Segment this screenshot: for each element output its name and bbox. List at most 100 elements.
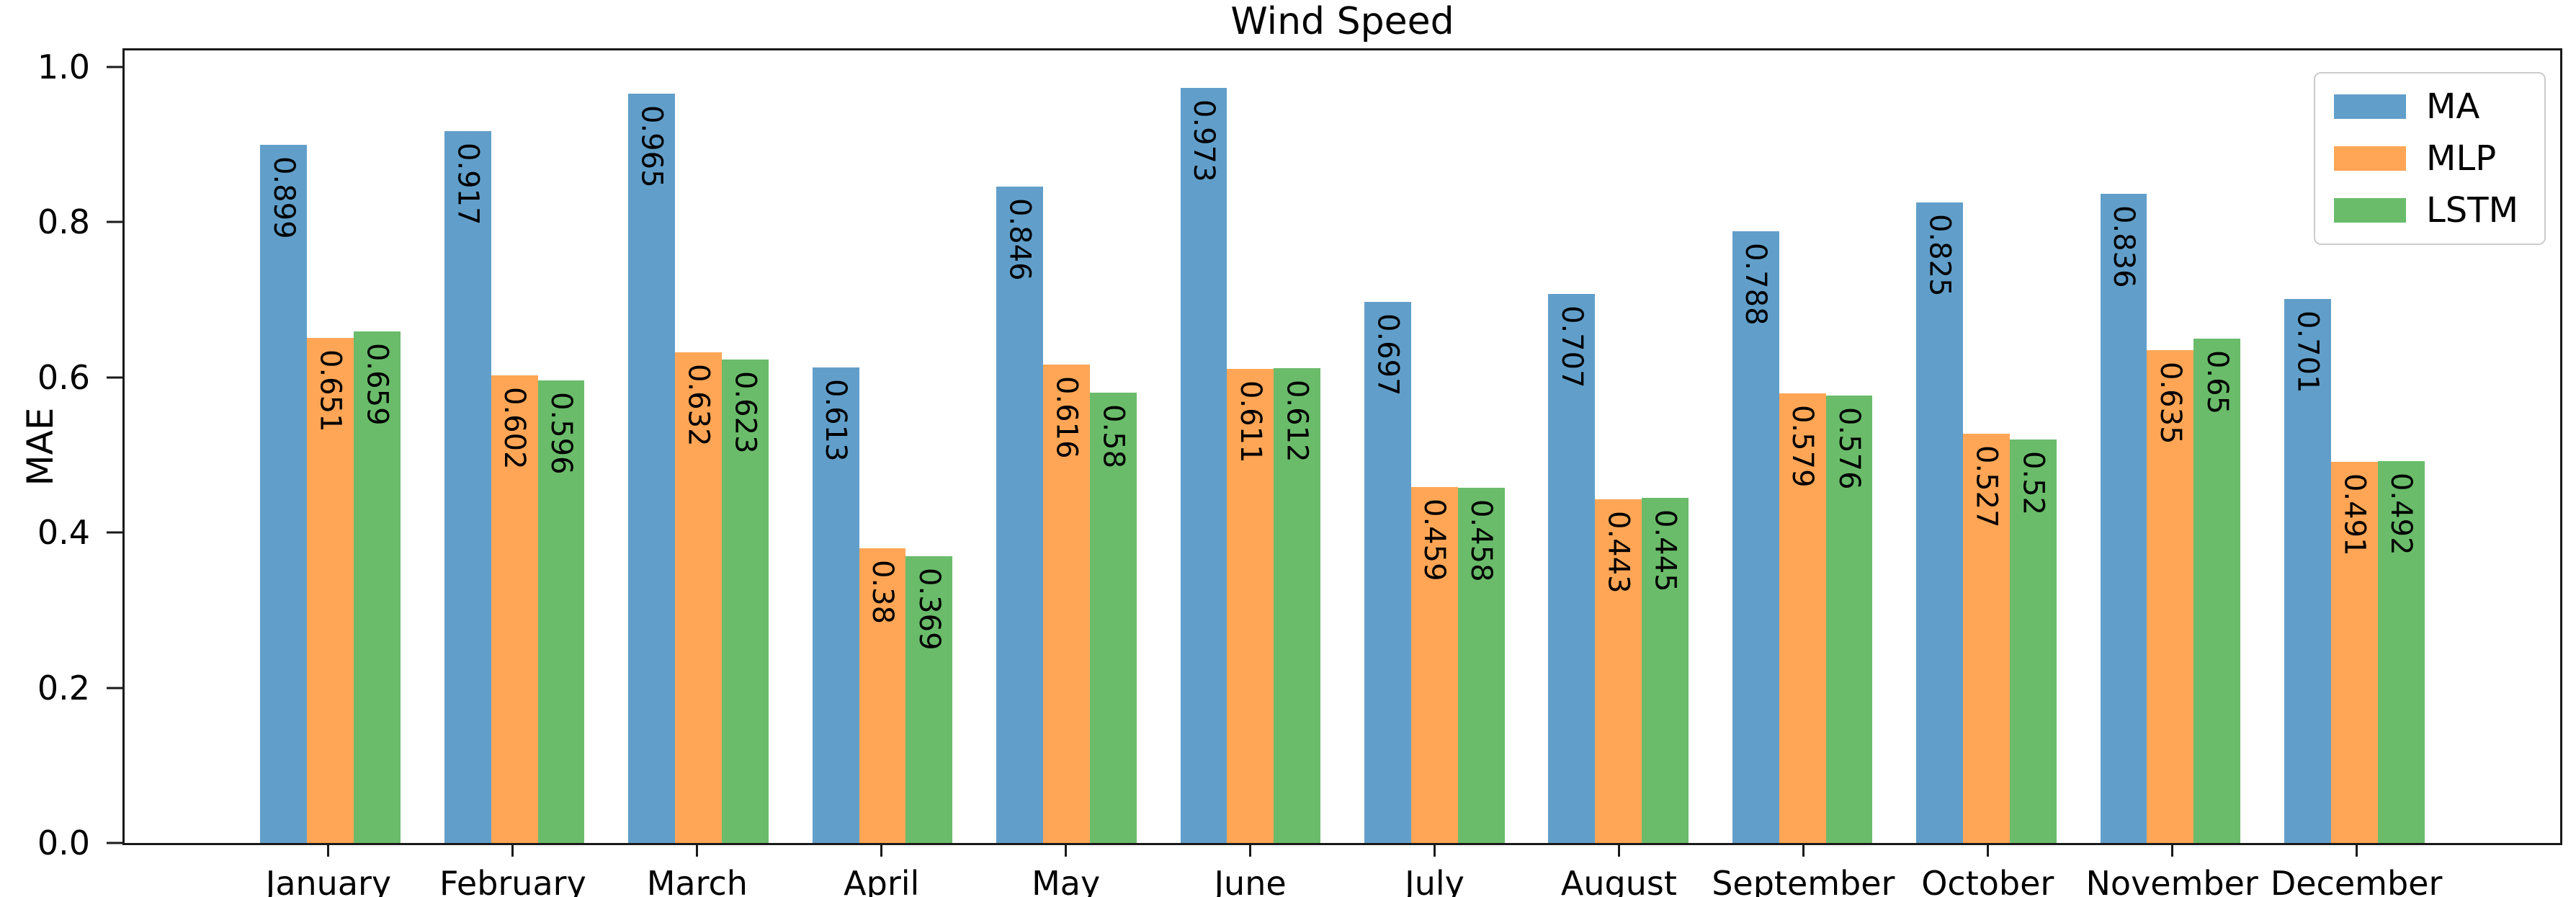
- x-tick-label: September: [1712, 864, 1895, 897]
- bar-mlp-august: 0.443: [1595, 499, 1642, 843]
- bar-value-label: 0.458: [1464, 499, 1498, 582]
- x-tick-mark: [1433, 845, 1436, 857]
- bar-ma-september: 0.788: [1732, 231, 1779, 843]
- bar-value-label: 0.697: [1371, 313, 1405, 396]
- x-tick-mark: [1249, 845, 1252, 857]
- x-tick-mark: [2170, 845, 2173, 857]
- bars-row: 0.899 0.651 0.659 0.917 0.602 0.596 0.965 0.632…: [125, 50, 2560, 843]
- bar-group-december: 0.701 0.491 0.492: [2263, 50, 2446, 843]
- bar-lstm-april: 0.369: [905, 556, 953, 843]
- x-tick-cell-october: October: [1895, 845, 2080, 897]
- bar-mlp-june: 0.611: [1227, 368, 1274, 843]
- x-tick-mark: [1986, 845, 1989, 857]
- bar-ma-november: 0.836: [2100, 194, 2147, 843]
- y-tick-label: 1.0: [37, 47, 90, 86]
- x-tick-cell-september: September: [1711, 845, 1895, 897]
- bar-value-label: 0.611: [1233, 380, 1267, 463]
- y-tick-mark: [107, 66, 122, 68]
- y-tick-mark: [107, 842, 122, 844]
- bar-lstm-march: 0.623: [721, 359, 769, 843]
- x-tick-mark: [2355, 845, 2358, 857]
- x-tick-cell-april: April: [790, 845, 974, 897]
- bar-value-label: 0.58: [1096, 404, 1130, 469]
- bar-value-label: 0.443: [1601, 510, 1635, 594]
- bar-lstm-may: 0.58: [1089, 393, 1137, 843]
- bar-group-may: 0.846 0.616 0.58: [975, 50, 1158, 843]
- bar-value-label: 0.917: [451, 143, 485, 226]
- x-tick-mark: [327, 845, 330, 857]
- bar-ma-april: 0.613: [812, 367, 859, 843]
- bar-value-label: 0.602: [498, 387, 532, 470]
- bar-value-label: 0.527: [1969, 445, 2003, 528]
- bar-ma-june: 0.973: [1180, 87, 1227, 843]
- bar-value-label: 0.899: [267, 156, 300, 239]
- x-tick-cell-march: March: [605, 845, 790, 897]
- x-tick-label: August: [1560, 864, 1677, 897]
- bar-group-april: 0.613 0.38 0.369: [790, 50, 974, 843]
- bar-ma-december: 0.701: [2284, 298, 2331, 843]
- bar-lstm-august: 0.445: [1642, 497, 1689, 843]
- bar-value-label: 0.459: [1418, 498, 1452, 581]
- bar-value-label: 0.659: [360, 343, 394, 426]
- y-axis-label: MAE: [19, 407, 61, 486]
- bar-ma-january: 0.899: [260, 145, 308, 843]
- legend-label-mlp: MLP: [2426, 138, 2497, 179]
- bar-lstm-february: 0.596: [537, 380, 585, 843]
- bar-value-label: 0.613: [819, 378, 853, 462]
- bar-lstm-november: 0.65: [2193, 338, 2241, 843]
- x-tick-mark: [1617, 845, 1620, 857]
- x-tick-label: January: [265, 864, 392, 897]
- y-tick-label: 0.8: [37, 202, 90, 242]
- legend-swatch-ma: [2334, 94, 2407, 119]
- bar-mlp-may: 0.616: [1042, 365, 1090, 843]
- bar-lstm-december: 0.492: [2377, 460, 2425, 843]
- bar-lstm-october: 0.52: [2009, 439, 2057, 843]
- bar-value-label: 0.612: [1280, 379, 1314, 463]
- x-tick-label: February: [439, 864, 586, 897]
- bar-lstm-january: 0.659: [354, 331, 401, 843]
- x-tick-mark: [511, 845, 514, 857]
- x-tick-mark: [696, 845, 699, 857]
- bar-value-label: 0.616: [1050, 376, 1083, 459]
- bar-value-label: 0.632: [681, 364, 715, 447]
- bar-ma-march: 0.965: [628, 94, 676, 843]
- legend-swatch-lstm: [2334, 198, 2407, 223]
- bar-mlp-january: 0.651: [307, 337, 354, 843]
- y-tick-mark: [107, 531, 122, 534]
- x-tick-mark: [1802, 845, 1804, 857]
- legend-label-lstm: LSTM: [2426, 190, 2518, 231]
- bar-value-label: 0.369: [912, 568, 946, 651]
- legend-item-lstm: LSTM: [2334, 193, 2518, 228]
- plot-area: 0.0 0.2 0.4 0.6 0.8 1.0 0.899 0.651 0.659 0.917 0…: [37, 48, 2562, 860]
- bar-value-label: 0.445: [1648, 509, 1682, 592]
- bar-mlp-march: 0.632: [675, 352, 722, 843]
- x-axis: January February March April May June July Augu…: [122, 845, 2562, 897]
- x-tick-label: November: [2085, 864, 2258, 897]
- bar-ma-july: 0.697: [1364, 302, 1411, 843]
- bar-value-label: 0.973: [1186, 99, 1220, 182]
- bar-value-label: 0.965: [635, 105, 668, 188]
- x-tick-label: April: [844, 864, 920, 897]
- bar-mlp-november: 0.635: [2147, 349, 2194, 843]
- bar-value-label: 0.836: [2107, 205, 2141, 288]
- bar-ma-october: 0.825: [1916, 202, 1964, 843]
- x-tick-label: October: [1921, 864, 2054, 897]
- bar-group-july: 0.697 0.459 0.458: [1343, 50, 1526, 843]
- x-tick-label: July: [1405, 864, 1464, 897]
- y-tick-label: 0.0: [37, 824, 90, 862]
- x-tick-cell-may: May: [974, 845, 1158, 897]
- x-tick-mark: [1065, 845, 1068, 857]
- bar-group-june: 0.973 0.611 0.612: [1158, 50, 1342, 843]
- bar-group-january: 0.899 0.651 0.659: [238, 50, 422, 843]
- bar-value-label: 0.52: [2016, 450, 2050, 515]
- x-tick-mark: [880, 845, 883, 857]
- y-tick-label: 0.6: [37, 357, 90, 397]
- y-tick-label: 0.4: [37, 513, 90, 553]
- bar-value-label: 0.492: [2384, 472, 2418, 555]
- bar-value-label: 0.651: [313, 349, 347, 432]
- bar-mlp-april: 0.38: [859, 548, 906, 843]
- x-tick-cell-november: November: [2080, 845, 2264, 897]
- bar-value-label: 0.825: [1923, 214, 1956, 297]
- y-tick-mark: [107, 220, 122, 223]
